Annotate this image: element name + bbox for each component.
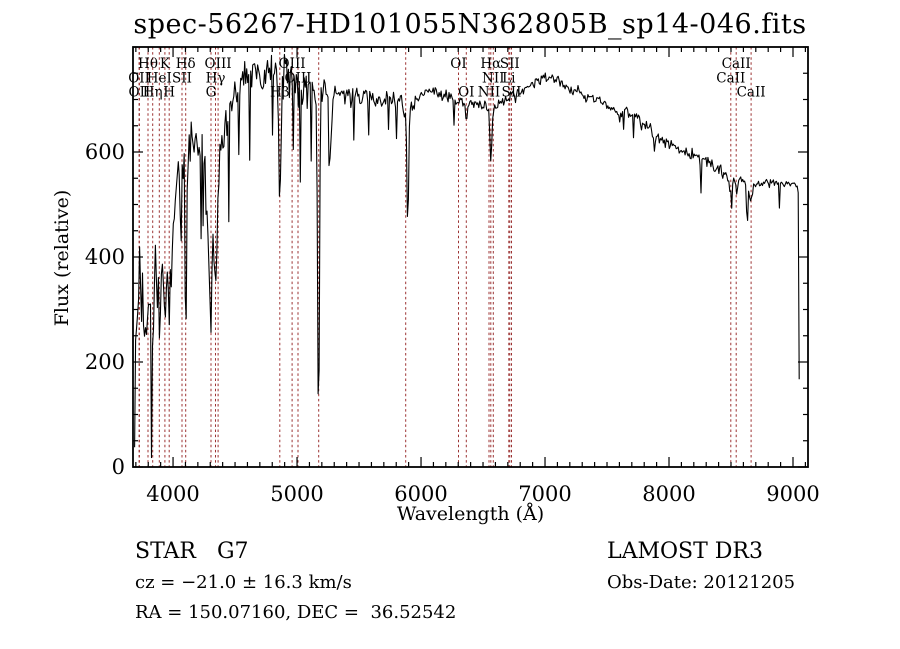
- spectral-line-label: G: [206, 85, 217, 101]
- spectral-line-label: Hγ: [206, 71, 226, 87]
- spectral-line-label: OII: [129, 85, 151, 101]
- spectral-line-label: SII: [172, 71, 192, 87]
- x-axis-label: Wavelength (Å): [396, 503, 545, 525]
- spectral-line-label: OI: [458, 85, 474, 101]
- spectral-line-label: Hθ: [138, 56, 158, 72]
- cz-text: cz = −21.0 ± 16.3 km/s: [135, 572, 352, 593]
- spectral-line-label: OIII: [205, 56, 232, 72]
- obsdate-text: Obs-Date: 20121205: [607, 572, 796, 593]
- axis-frame: [132, 46, 809, 468]
- spectral-line-label: HeI: [147, 71, 172, 87]
- spectral-line-label: NII: [478, 85, 500, 101]
- spectral-line-label: CaII: [716, 71, 745, 87]
- spectral-line-label: Hδ: [176, 56, 196, 72]
- x-tick-label: 8000: [642, 482, 695, 506]
- spectrum-line: [134, 53, 800, 459]
- x-tick-label: 5000: [270, 482, 323, 506]
- x-tick-label: 4000: [146, 482, 199, 506]
- x-tick-label: 7000: [518, 482, 571, 506]
- y-tick-label: 400: [85, 245, 125, 269]
- spectral-line-label: Li: [502, 71, 516, 87]
- spectral-line-label: SII: [500, 56, 520, 72]
- spectral-line-label: CaII: [722, 56, 751, 72]
- radec-text: RA = 150.07160, DEC = 36.52542: [135, 602, 457, 623]
- x-tick-label: 9000: [766, 482, 819, 506]
- x-tick-label: 6000: [394, 482, 447, 506]
- spectral-line-label: Hβ: [270, 85, 290, 101]
- spectral-line-label: CaII: [737, 85, 766, 101]
- spectral-line-label: K: [160, 56, 171, 72]
- spectral-line-label: Hα: [480, 56, 501, 72]
- survey-text: LAMOST DR3: [607, 539, 763, 564]
- star-class-text: STAR G7: [135, 539, 249, 564]
- spectral-line-label: NII: [482, 71, 504, 87]
- y-tick-label: 200: [85, 350, 125, 374]
- y-tick-label: 600: [85, 140, 125, 164]
- y-tick-label: 0: [112, 455, 125, 479]
- spectral-line-label: Hη: [143, 85, 163, 101]
- y-axis-label: Flux (relative): [51, 189, 73, 327]
- spectral-line-label: H: [163, 85, 175, 101]
- spectral-line-label: OI: [450, 56, 466, 72]
- plot-title: spec-56267-HD101055N362805B_sp14-046.fit…: [133, 9, 807, 40]
